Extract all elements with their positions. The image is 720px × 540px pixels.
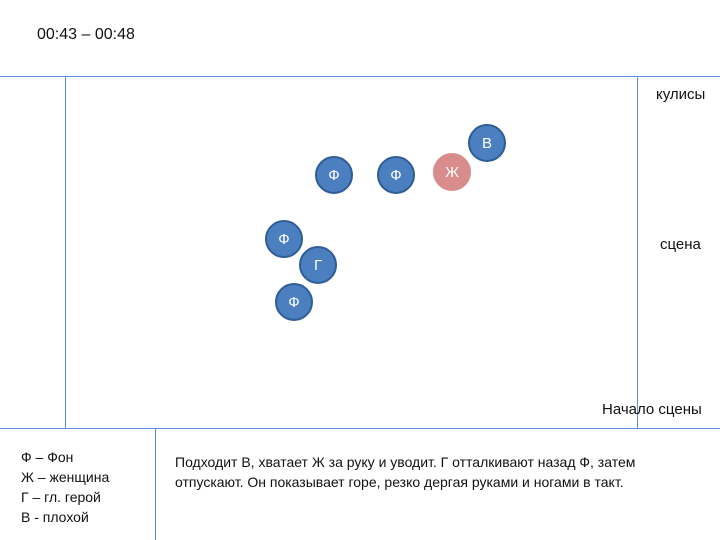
figure-woman: Ж bbox=[433, 153, 471, 191]
label-stage-front: Начало сцены bbox=[602, 401, 702, 418]
label-stage: сцена bbox=[660, 236, 701, 253]
figure-background-4: Ф bbox=[275, 283, 313, 321]
figure-background-1: Ф bbox=[315, 156, 353, 194]
stage-left-line bbox=[65, 76, 66, 428]
figure-hero: Г bbox=[299, 246, 337, 284]
label-wings: кулисы bbox=[656, 86, 706, 103]
legend-item: В - плохой bbox=[21, 509, 89, 525]
stage-top-line bbox=[0, 76, 720, 77]
figure-letter: Г bbox=[313, 256, 323, 274]
legend-item: Ф – Фон bbox=[21, 449, 74, 465]
stage-right-line bbox=[637, 76, 638, 428]
figure-background-3: Ф bbox=[265, 220, 303, 258]
legend-divider bbox=[155, 428, 156, 540]
stage-bottom-line bbox=[0, 428, 720, 429]
figure-letter: Ф bbox=[288, 293, 300, 311]
legend: Ф – Фон Ж – женщина Г – гл. герой В - пл… bbox=[21, 447, 109, 527]
scene-description: Подходит В, хватает Ж за руку и уводит. … bbox=[175, 454, 636, 490]
legend-item: Г – гл. герой bbox=[21, 489, 101, 505]
figure-bad-guy: В bbox=[468, 124, 506, 162]
figure-letter: Ф bbox=[328, 166, 340, 184]
legend-item: Ж – женщина bbox=[21, 469, 110, 485]
figure-background-2: Ф bbox=[377, 156, 415, 194]
figure-letter: Ф bbox=[278, 230, 290, 248]
time-range: 00:43 – 00:48 bbox=[37, 26, 135, 43]
figure-letter: Ж bbox=[445, 163, 459, 181]
figure-letter: В bbox=[481, 134, 492, 152]
figure-letter: Ф bbox=[390, 166, 402, 184]
